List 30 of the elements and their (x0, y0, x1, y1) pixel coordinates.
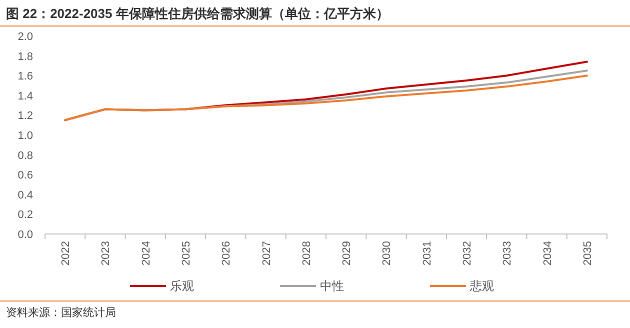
text: 资料来源：国家统计局 (6, 306, 116, 319)
x-tick-label: 2034 (542, 241, 554, 266)
y-tick-label: 1.4 (18, 90, 33, 102)
x-tick-label: 2029 (341, 241, 354, 266)
x-tick-label: 2024 (140, 241, 152, 266)
x-tick-label: 2025 (180, 241, 192, 266)
chart-title: 图 22：2022-2035 年保障性住房供给需求测算（单位：亿平方米） (6, 6, 389, 21)
y-tick-label: 0.2 (18, 209, 33, 222)
y-tick-label: 1.0 (18, 130, 33, 142)
x-tick-label: 2035 (582, 241, 594, 266)
y-tick-label: 1.8 (18, 50, 33, 63)
y-tick-label: 0.4 (18, 189, 33, 202)
x-tick-label: 2031 (421, 241, 434, 266)
x-tick-label: 2028 (300, 241, 313, 266)
legend-label: 悲观 (469, 279, 494, 293)
y-tick-label: 2.0 (18, 31, 33, 43)
x-tick-label: 2022 (60, 241, 72, 266)
y-tick-label: 0.8 (18, 150, 33, 162)
y-tick-label: 0.6 (18, 170, 33, 182)
x-tick-label: 2027 (260, 241, 273, 266)
y-tick-label: 1.2 (18, 110, 33, 122)
x-tick-label: 2026 (220, 241, 233, 266)
x-tick-label: 2033 (502, 241, 514, 266)
legend-label: 中性 (320, 279, 344, 293)
y-tick-label: 1.6 (18, 70, 33, 83)
x-tick-label: 2030 (381, 241, 394, 266)
y-tick-label: 0.0 (18, 229, 33, 241)
x-tick-label: 2032 (462, 241, 474, 266)
x-tick-label: 2023 (100, 241, 112, 266)
legend-label: 乐观 (170, 279, 194, 293)
